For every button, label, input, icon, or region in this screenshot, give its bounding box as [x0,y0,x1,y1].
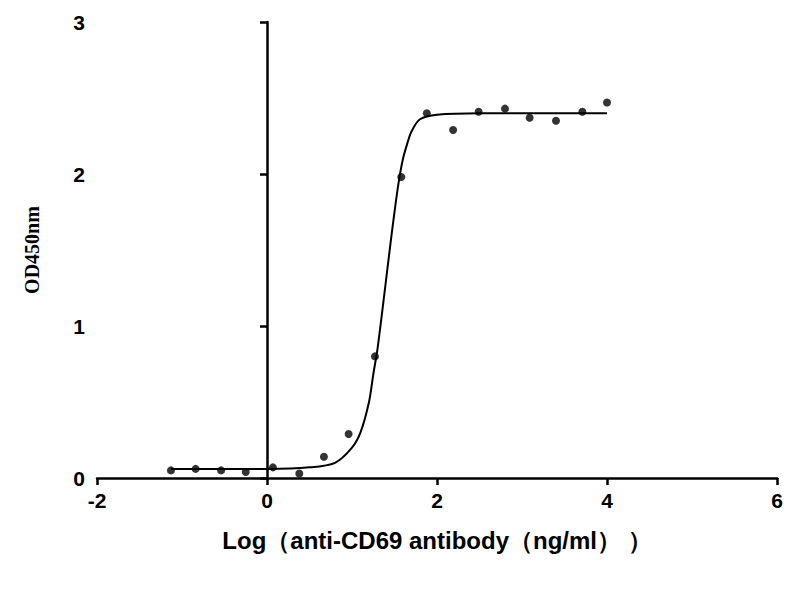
svg-text:2: 2 [431,489,443,512]
svg-text:1: 1 [73,315,85,338]
svg-text:OD450nm: OD450nm [21,206,43,294]
svg-text:0: 0 [73,467,85,490]
svg-text:3: 3 [73,11,85,34]
svg-text:-2: -2 [88,489,107,512]
svg-text:4: 4 [601,489,613,512]
svg-text:6: 6 [771,489,783,512]
svg-text:2: 2 [73,163,85,186]
svg-text:Log（anti-CD69 antibody（ng/ml）: Log（anti-CD69 antibody（ng/ml） ） [222,527,651,554]
svg-text:0: 0 [261,489,273,512]
